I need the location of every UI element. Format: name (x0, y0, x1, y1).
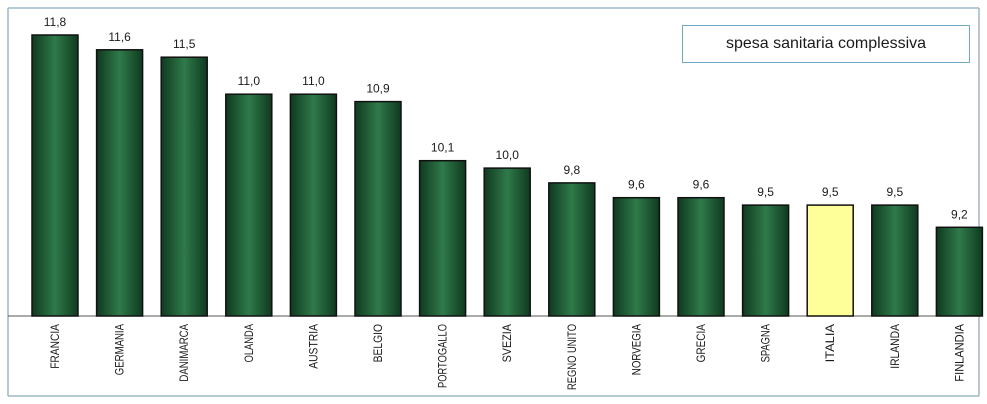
value-label: 9,5 (886, 185, 903, 199)
category-label: FRANCIA (48, 324, 62, 369)
bar-grecia (677, 196, 725, 317)
bar-austria (289, 93, 338, 317)
value-label: 9,8 (563, 163, 580, 177)
bar-francia (31, 34, 79, 317)
bar-svezia (483, 167, 531, 317)
bar-danimarca (160, 56, 208, 317)
category-label: IRLANDA (888, 324, 902, 369)
value-label: 9,6 (693, 178, 710, 192)
category-label: ITALIA (823, 324, 837, 362)
value-label: 9,2 (951, 207, 968, 221)
bar-regno-unito (548, 182, 596, 317)
category-label: FINLANDIA (952, 324, 966, 382)
bar-finlandia (935, 226, 984, 317)
bar-belgio (354, 100, 402, 317)
value-label: 11,6 (108, 30, 131, 44)
value-label: 11,8 (44, 15, 67, 29)
category-label: AUSTRIA (306, 324, 320, 369)
value-label: 10,1 (431, 141, 455, 155)
bar-olanda (225, 93, 273, 317)
category-label: GRECIA (694, 324, 708, 362)
category-label: PORTOGALLO (436, 324, 450, 388)
category-label: SVEZIA (500, 324, 514, 362)
bar-germania (95, 49, 144, 317)
category-label: NORVEGIA (629, 324, 643, 375)
value-label: 9,6 (628, 178, 645, 192)
bar-italia (806, 204, 854, 317)
legend-label: spesa sanitaria complessiva (725, 35, 927, 52)
bar-portogallo (418, 159, 467, 317)
bar-spagna (741, 204, 790, 317)
category-label: DANIMARCA (177, 324, 191, 382)
category-label: REGNO UNITO (565, 324, 579, 390)
category-label: GERMANIA (113, 324, 127, 375)
value-label: 10,0 (496, 148, 520, 162)
category-label: SPAGNA (759, 324, 773, 362)
value-label: 11,0 (302, 74, 325, 88)
category-label: OLANDA (242, 324, 256, 362)
value-label: 11,5 (173, 37, 196, 51)
bar-irlanda (871, 204, 919, 317)
bar-norvegia (612, 196, 661, 317)
category-label: BELGIO (371, 324, 385, 362)
value-label: 11,0 (238, 74, 261, 88)
value-label: 10,9 (366, 82, 390, 96)
legend-box: spesa sanitaria complessiva (682, 25, 970, 63)
value-label: 9,5 (822, 185, 839, 199)
value-label: 9,5 (757, 185, 774, 199)
bars-group: 11,8 FRANCIA 11,6 GERMANIA 11,5 DANIMARCA 11,0… (31, 15, 984, 390)
